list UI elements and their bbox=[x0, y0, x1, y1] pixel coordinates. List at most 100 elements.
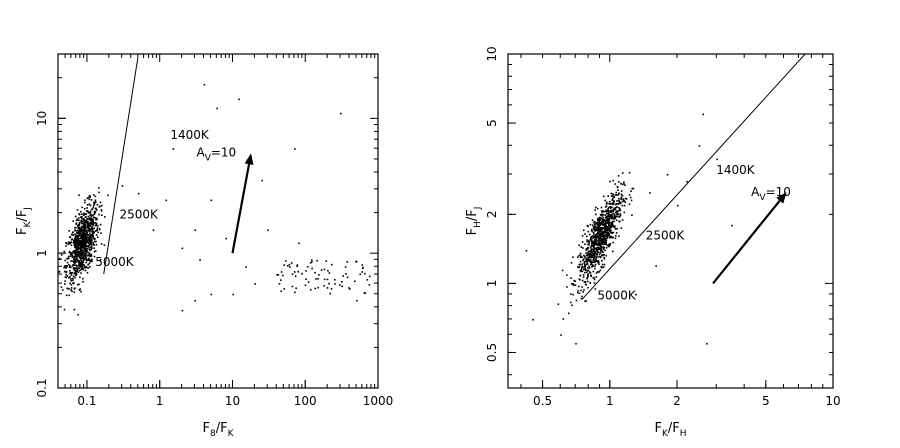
right-data-point bbox=[609, 231, 612, 234]
left-data-point bbox=[73, 268, 75, 271]
left-data-point bbox=[98, 191, 100, 194]
left-data-point bbox=[78, 234, 80, 237]
left-data-point bbox=[82, 237, 85, 239]
right-data-point bbox=[594, 238, 597, 240]
left-data-point bbox=[317, 277, 319, 280]
right-data-point bbox=[590, 262, 593, 264]
left-data-point bbox=[267, 229, 269, 232]
left-data-point bbox=[194, 299, 197, 302]
right-data-point bbox=[590, 255, 593, 258]
right-data-point bbox=[611, 217, 613, 220]
left-data-point bbox=[91, 226, 93, 229]
left-data-point bbox=[73, 259, 76, 262]
right-data-point bbox=[607, 221, 610, 224]
left-data-point bbox=[137, 192, 140, 195]
right-data-point bbox=[602, 248, 605, 251]
right-y-tick-label: 1 bbox=[485, 280, 499, 288]
left-data-point bbox=[84, 246, 86, 248]
left-data-point bbox=[82, 263, 85, 266]
left-data-point bbox=[93, 255, 96, 258]
right-data-point bbox=[602, 223, 605, 226]
left-data-point bbox=[64, 276, 67, 278]
left-data-point bbox=[93, 213, 96, 216]
right-data-point bbox=[614, 215, 617, 218]
right-data-point bbox=[602, 230, 604, 232]
left-data-point bbox=[70, 271, 72, 274]
right-data-point bbox=[706, 342, 708, 345]
right-data-point bbox=[582, 259, 584, 262]
right-data-point bbox=[611, 236, 613, 239]
left-data-point bbox=[91, 258, 93, 261]
right-data-point bbox=[613, 218, 615, 220]
right-data-point bbox=[620, 182, 622, 185]
left-data-point bbox=[82, 239, 84, 242]
right-data-point bbox=[603, 222, 606, 225]
right-data-point bbox=[584, 256, 586, 259]
right-data-point bbox=[597, 237, 600, 239]
left-data-point bbox=[80, 234, 83, 237]
right-data-point bbox=[620, 190, 623, 192]
right-data-point bbox=[594, 229, 597, 231]
right-data-point bbox=[585, 258, 587, 261]
right-data-point bbox=[584, 267, 587, 270]
left-data-point bbox=[80, 260, 83, 263]
right-data-point bbox=[586, 235, 588, 238]
right-data-point bbox=[609, 203, 612, 205]
left-data-point bbox=[63, 250, 66, 253]
right-data-point bbox=[609, 206, 612, 208]
left-data-point bbox=[317, 286, 319, 289]
right-data-point bbox=[611, 223, 614, 226]
right-data-point bbox=[599, 238, 602, 240]
left-data-point bbox=[78, 213, 80, 215]
right-data-point bbox=[608, 213, 610, 216]
right-data-point bbox=[612, 197, 614, 200]
left-data-point bbox=[99, 201, 102, 204]
left-data-point bbox=[334, 283, 336, 285]
right-data-point bbox=[602, 220, 604, 223]
left-data-point bbox=[91, 218, 93, 220]
left-data-point bbox=[82, 247, 84, 249]
right-data-point bbox=[591, 242, 593, 245]
left-data-point bbox=[85, 221, 88, 223]
left-data-point bbox=[96, 218, 98, 221]
right-data-point bbox=[614, 237, 617, 240]
right-data-point bbox=[584, 283, 587, 286]
left-data-point bbox=[63, 266, 65, 269]
right-data-point bbox=[583, 289, 585, 291]
left-data-point bbox=[311, 259, 313, 261]
right-data-point bbox=[611, 216, 613, 219]
right-data-point bbox=[614, 225, 616, 227]
right-data-point bbox=[615, 206, 618, 209]
right-data-point bbox=[592, 270, 595, 273]
left-temperature-label: 1400K bbox=[170, 128, 210, 142]
right-data-point bbox=[593, 228, 596, 231]
right-data-point bbox=[612, 236, 614, 239]
right-data-point bbox=[597, 244, 600, 246]
left-data-point bbox=[86, 207, 88, 209]
right-y-tick-label: 5 bbox=[485, 119, 499, 127]
left-data-point bbox=[80, 290, 82, 293]
left-data-point bbox=[74, 233, 76, 236]
right-data-point bbox=[608, 200, 611, 203]
right-data-point bbox=[603, 236, 605, 239]
right-data-point bbox=[579, 278, 581, 281]
left-data-point bbox=[70, 284, 73, 286]
right-data-point bbox=[594, 235, 596, 237]
left-data-point bbox=[91, 239, 93, 242]
left-data-point bbox=[70, 274, 73, 276]
left-data-point bbox=[82, 222, 85, 224]
left-data-point bbox=[65, 271, 67, 274]
left-data-point bbox=[74, 253, 77, 256]
right-data-point bbox=[586, 255, 589, 257]
right-data-point bbox=[591, 240, 593, 243]
right-data-point bbox=[609, 236, 612, 239]
left-data-point bbox=[67, 257, 69, 260]
left-data-point bbox=[65, 276, 68, 279]
left-data-point bbox=[85, 250, 87, 253]
right-data-point bbox=[591, 228, 593, 231]
right-data-point bbox=[702, 113, 705, 116]
left-data-point bbox=[311, 267, 313, 270]
right-data-point bbox=[614, 207, 617, 209]
right-data-point bbox=[617, 193, 620, 196]
left-data-point bbox=[80, 217, 83, 220]
